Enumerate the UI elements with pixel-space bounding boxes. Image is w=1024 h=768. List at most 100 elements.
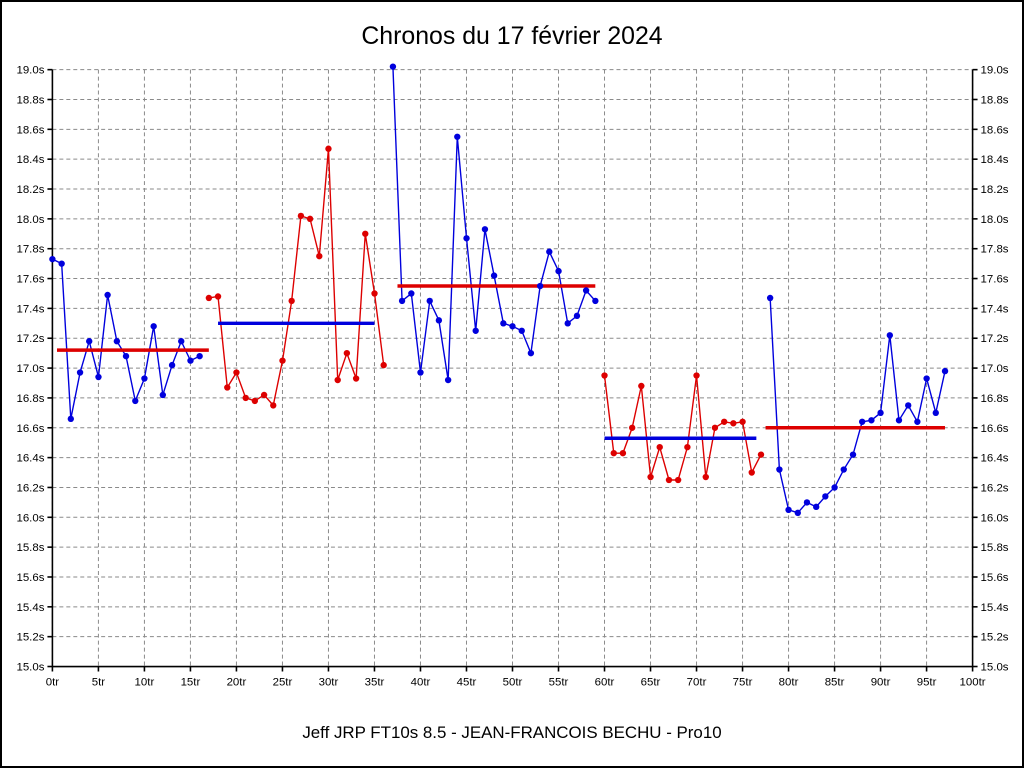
x-axis-label: 40tr — [411, 676, 431, 688]
lap-time-point — [426, 297, 433, 305]
lap-time-point — [122, 352, 130, 360]
lap-time-point — [518, 327, 525, 334]
y-axis-label-left: 17.4s — [16, 303, 44, 315]
y-axis-label-right: 18.0s — [981, 214, 1009, 226]
lap-time-point — [178, 338, 185, 345]
lap-time-point — [527, 349, 535, 357]
lap-time-point — [76, 369, 84, 376]
x-axis-label: 65tr — [641, 676, 661, 688]
y-axis-label-left: 18.0s — [16, 214, 44, 226]
lap-time-point — [619, 449, 627, 457]
x-axis-label: 100tr — [960, 676, 986, 688]
lap-time-point — [932, 409, 939, 417]
lap-time-point — [251, 397, 259, 405]
lap-time-point — [647, 473, 654, 481]
y-axis-label-left: 16.8s — [16, 393, 44, 405]
lap-time-point — [536, 282, 544, 290]
y-axis-label-right: 16.6s — [981, 423, 1009, 435]
lap-time-point — [546, 248, 553, 255]
lap-time-point — [840, 466, 847, 473]
y-axis-label-left: 16.4s — [16, 453, 44, 465]
lap-time-point — [941, 367, 949, 375]
y-axis-label-left: 19.0s — [16, 65, 44, 77]
lap-time-point — [711, 424, 719, 431]
x-axis-label: 50tr — [503, 676, 523, 688]
lap-time-point — [564, 320, 571, 327]
y-axis-label-left: 18.4s — [16, 154, 44, 166]
lap-time-point — [803, 499, 811, 506]
y-axis-label-right: 15.2s — [981, 632, 1009, 644]
lap-time-point — [509, 323, 516, 330]
y-axis-label-right: 18.6s — [981, 124, 1009, 136]
y-axis-label-right: 16.2s — [981, 482, 1009, 494]
lap-time-point — [205, 294, 213, 302]
lap-time-point — [463, 235, 470, 242]
lap-time-point — [95, 373, 102, 381]
lap-time-point — [104, 291, 111, 299]
x-axis-label: 25tr — [273, 676, 293, 688]
y-axis-label-left: 16.0s — [16, 512, 44, 524]
lap-time-point — [813, 503, 820, 511]
x-axis-label: 75tr — [733, 676, 753, 688]
lap-time-point — [794, 509, 801, 517]
lap-time-point — [343, 349, 351, 357]
lap-time-point — [684, 443, 691, 451]
lap-time-point — [693, 372, 700, 379]
lap-time-point — [582, 287, 590, 294]
lap-time-point — [187, 357, 194, 364]
y-axis-label-right: 17.2s — [981, 333, 1009, 345]
lap-time-point — [822, 493, 829, 500]
x-axis-label: 30tr — [319, 676, 339, 688]
lap-time-point — [141, 375, 148, 382]
chart-title: Chronos du 17 février 2024 — [361, 22, 662, 50]
lap-time-point — [665, 476, 673, 484]
lap-time-line-run-5 — [769, 297, 946, 514]
lap-time-point — [113, 338, 121, 345]
y-axis-label-right: 16.8s — [981, 393, 1009, 405]
y-axis-label-left: 15.6s — [16, 572, 44, 584]
x-axis-label: 95tr — [917, 676, 937, 688]
lap-time-point — [398, 297, 406, 305]
lap-time-point — [270, 402, 277, 409]
y-axis-label-right: 18.2s — [981, 184, 1009, 196]
lap-time-point — [362, 230, 369, 237]
lap-time-point — [242, 394, 249, 402]
lap-time-point — [877, 409, 884, 417]
lap-time-point — [389, 63, 397, 70]
lap-time-point — [233, 369, 240, 376]
lap-time-point — [905, 402, 912, 409]
lap-time-point — [886, 332, 894, 339]
y-axis-label-left: 15.8s — [16, 542, 44, 554]
y-axis-label-right: 15.0s — [981, 661, 1009, 673]
y-axis-label-right: 16.4s — [981, 453, 1009, 465]
lap-time-point — [785, 506, 792, 514]
lap-time-point — [748, 469, 755, 476]
y-axis-label-right: 18.8s — [981, 94, 1009, 106]
lap-time-point — [481, 226, 489, 233]
chart-footer: Jeff JRP FT10s 8.5 - JEAN-FRANCOIS BECHU… — [302, 723, 721, 742]
lap-time-point — [159, 391, 167, 399]
lap-time-point — [702, 473, 709, 481]
lap-time-point — [316, 252, 323, 260]
lap-time-point — [638, 382, 645, 390]
lap-time-line-run-2 — [208, 148, 385, 407]
lap-time-line-run-3 — [392, 66, 596, 381]
x-axis-label: 85tr — [825, 676, 845, 688]
y-axis-label-left: 17.6s — [16, 274, 44, 286]
lap-time-point — [196, 352, 203, 360]
y-axis-label-right: 19.0s — [981, 65, 1009, 77]
lap-time-point — [58, 260, 65, 267]
x-axis-label: 45tr — [457, 676, 477, 688]
lap-time-point — [831, 484, 838, 491]
lap-time-point — [288, 297, 295, 305]
lap-time-point — [435, 317, 443, 324]
x-axis-label: 55tr — [549, 676, 569, 688]
lap-time-point — [67, 415, 74, 423]
x-axis-label: 0tr — [46, 676, 60, 688]
lap-time-point — [224, 384, 231, 391]
y-axis-label-right: 16.0s — [981, 512, 1009, 524]
lap-time-point — [417, 369, 424, 376]
lap-time-point — [306, 215, 314, 223]
